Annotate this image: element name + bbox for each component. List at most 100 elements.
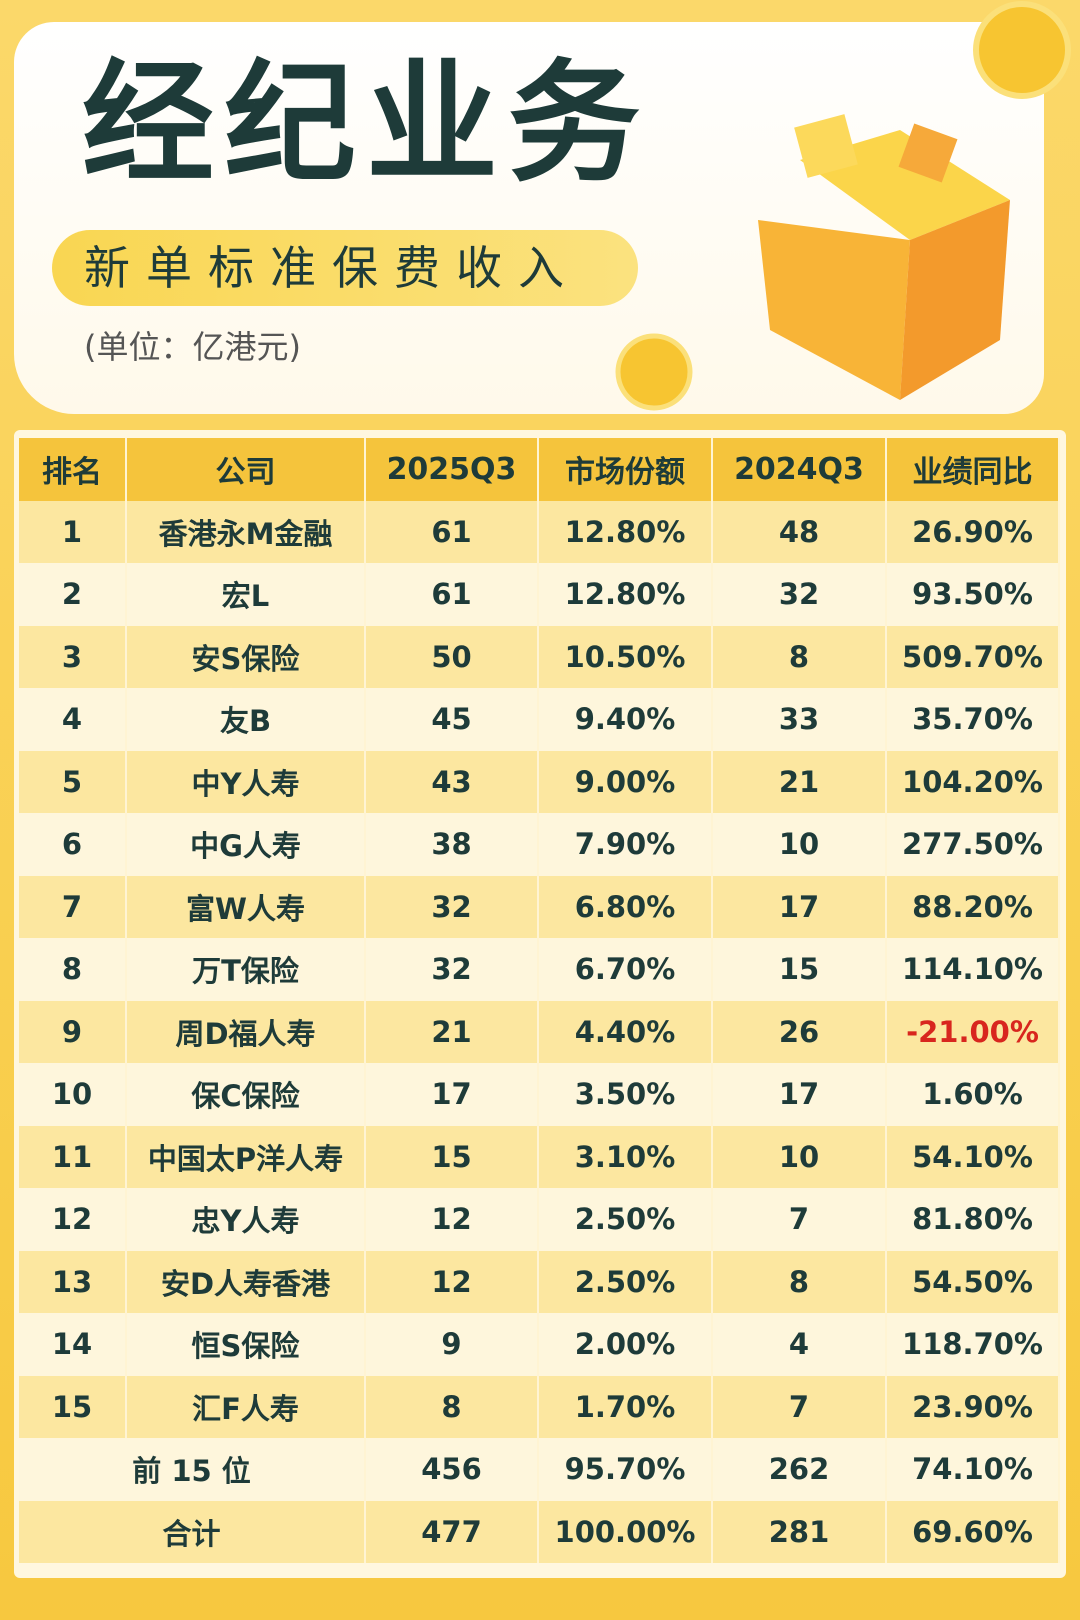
table-cell: 277.50%	[886, 813, 1060, 876]
table-row: 9 周D福人寿 21 4.40% 26 -21.00%	[19, 1000, 1060, 1063]
table-cell: 10.50%	[538, 625, 713, 688]
table-cell: 2.00%	[538, 1313, 713, 1376]
table-cell: 安S保险	[126, 625, 366, 688]
summary-row: 合计 477 100.00% 281 69.60%	[19, 1500, 1060, 1563]
table-cell: 17	[365, 1063, 539, 1126]
table-cell: 61	[365, 500, 539, 563]
table-cell: 35.70%	[886, 688, 1060, 751]
table-cell: 88.20%	[886, 875, 1060, 938]
table-cell: 61	[365, 563, 539, 626]
table-cell: 8	[712, 1250, 887, 1313]
table-cell: 12	[365, 1250, 539, 1313]
table-cell: 118.70%	[886, 1313, 1060, 1376]
table-cell: 100.00%	[538, 1500, 713, 1563]
table-cell: 中G人寿	[126, 813, 366, 876]
unit-note: (单位：亿港元)	[84, 328, 301, 366]
table-row: 10 保C保险 17 3.50% 17 1.60%	[19, 1063, 1060, 1126]
table-cell: 26.90%	[886, 500, 1060, 563]
table-cell: 48	[712, 500, 887, 563]
table-cell: 香港永M金融	[126, 500, 366, 563]
table-row: 2 宏L 61 12.80% 32 93.50%	[19, 563, 1060, 626]
table-row: 8 万T保险 32 6.70% 15 114.10%	[19, 938, 1060, 1001]
table-cell: 6.80%	[538, 875, 713, 938]
table-cell: 9	[19, 1000, 127, 1063]
table-cell: 汇F人寿	[126, 1375, 366, 1438]
table-cell: 6.70%	[538, 938, 713, 1001]
column-header: 市场份额	[538, 438, 713, 501]
table-cell: 32	[365, 938, 539, 1001]
column-header: 2025Q3	[365, 438, 539, 501]
table-cell: 中Y人寿	[126, 750, 366, 813]
table-cell: 74.10%	[886, 1438, 1060, 1501]
table-cell: 万T保险	[126, 938, 366, 1001]
decoration	[615, 1, 1071, 411]
table-cell: 忠Y人寿	[126, 1188, 366, 1251]
table-cell: 32	[712, 563, 887, 626]
table-cell: 10	[712, 813, 887, 876]
table-cell: 69.60%	[886, 1500, 1060, 1563]
subtitle: 新单标准保费收入	[84, 241, 580, 295]
column-header: 公司	[126, 438, 366, 501]
table-row: 11 中国太P洋人寿 15 3.10% 10 54.10%	[19, 1125, 1060, 1188]
summary-label: 前 15 位	[19, 1438, 366, 1501]
table-cell: 21	[712, 750, 887, 813]
table-cell: 17	[712, 875, 887, 938]
table-cell: 3.50%	[538, 1063, 713, 1126]
table-cell: 2	[19, 563, 127, 626]
table-cell: 10	[712, 1125, 887, 1188]
cube	[758, 114, 1010, 400]
table-cell: 宏L	[126, 563, 366, 626]
table-cell: 1	[19, 500, 127, 563]
table-cell: 12	[19, 1188, 127, 1251]
table-row: 3 安S保险 50 10.50% 8 509.70%	[19, 625, 1060, 688]
table-cell: 11	[19, 1125, 127, 1188]
table-row: 15 汇F人寿 8 1.70% 7 23.90%	[19, 1375, 1060, 1438]
table-cell: 富W人寿	[126, 875, 366, 938]
table-cell: 14	[19, 1313, 127, 1376]
table-cell: 9.00%	[538, 750, 713, 813]
table-cell: 50	[365, 625, 539, 688]
column-header: 2024Q3	[712, 438, 887, 501]
table-row: 5 中Y人寿 43 9.00% 21 104.20%	[19, 750, 1060, 813]
table-cell: 477	[365, 1500, 539, 1563]
table-cell: 114.10%	[886, 938, 1060, 1001]
table-cell: 1.70%	[538, 1375, 713, 1438]
table-cell: 6	[19, 813, 127, 876]
table-cell: 4.40%	[538, 1000, 713, 1063]
column-header: 业绩同比	[886, 438, 1060, 501]
table-cell: 43	[365, 750, 539, 813]
table-row: 7 富W人寿 32 6.80% 17 88.20%	[19, 875, 1060, 938]
table-cell: 15	[19, 1375, 127, 1438]
table-cell: 38	[365, 813, 539, 876]
table-cell: 5	[19, 750, 127, 813]
table-row: 14 恒S保险 9 2.00% 4 118.70%	[19, 1313, 1060, 1376]
table-cell: 32	[365, 875, 539, 938]
table-cell: 1.60%	[886, 1063, 1060, 1126]
table-cell: 恒S保险	[126, 1313, 366, 1376]
table-cell: 3	[19, 625, 127, 688]
table-row: 13 安D人寿香港 12 2.50% 8 54.50%	[19, 1250, 1060, 1313]
table-row: 12 忠Y人寿 12 2.50% 7 81.80%	[19, 1188, 1060, 1251]
table-cell: 安D人寿香港	[126, 1250, 366, 1313]
title: 经纪业务	[82, 47, 650, 201]
table-cell: 15	[712, 938, 887, 1001]
table-cell: 95.70%	[538, 1438, 713, 1501]
table-cell: 9.40%	[538, 688, 713, 751]
ranking-table: 排名 公司 2025Q3 市场份额 2024Q3 业绩同比 1 香港永M金融 61 12.80%…	[19, 438, 1060, 1563]
table-cell: 93.50%	[886, 563, 1060, 626]
table-cell: 23.90%	[886, 1375, 1060, 1438]
table-cell: 509.70%	[886, 625, 1060, 688]
table-cell: 456	[365, 1438, 539, 1501]
table-cell: 4	[712, 1313, 887, 1376]
summary-row: 前 15 位 456 95.70% 262 74.10%	[19, 1438, 1060, 1501]
table-cell: 104.20%	[886, 750, 1060, 813]
table-cell: 15	[365, 1125, 539, 1188]
table-cell: 2.50%	[538, 1188, 713, 1251]
table-cell: 8	[712, 625, 887, 688]
table-cell: 7	[712, 1188, 887, 1251]
subtitle-pill	[52, 230, 638, 306]
table-cell: 54.10%	[886, 1125, 1060, 1188]
table-cell: 12.80%	[538, 563, 713, 626]
table-cell: 8	[19, 938, 127, 1001]
